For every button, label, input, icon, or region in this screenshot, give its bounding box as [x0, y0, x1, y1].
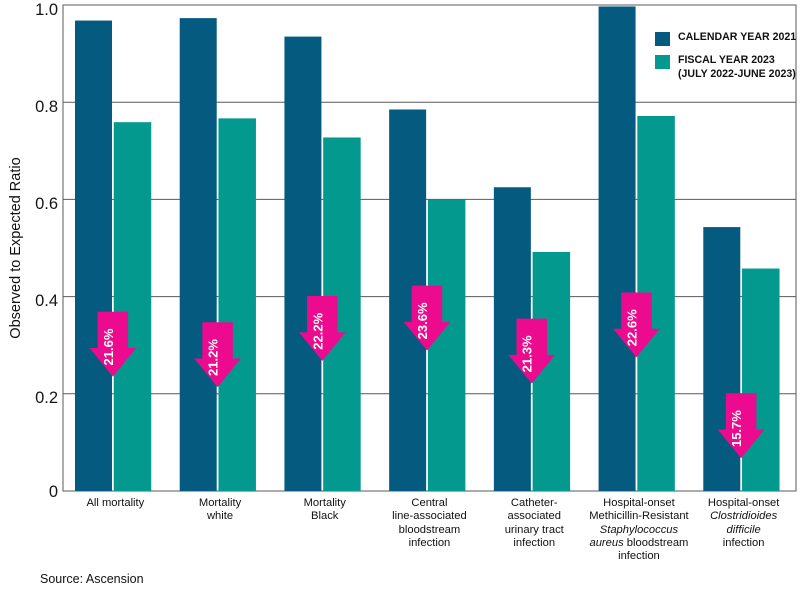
svg-text:21.2%: 21.2%: [206, 339, 221, 376]
svg-text:21.6%: 21.6%: [101, 328, 116, 365]
svg-text:15.7%: 15.7%: [729, 410, 744, 447]
svg-text:21.3%: 21.3%: [520, 335, 535, 372]
svg-text:22.2%: 22.2%: [310, 312, 325, 349]
svg-text:23.6%: 23.6%: [415, 302, 430, 339]
svg-text:22.6%: 22.6%: [624, 309, 639, 346]
